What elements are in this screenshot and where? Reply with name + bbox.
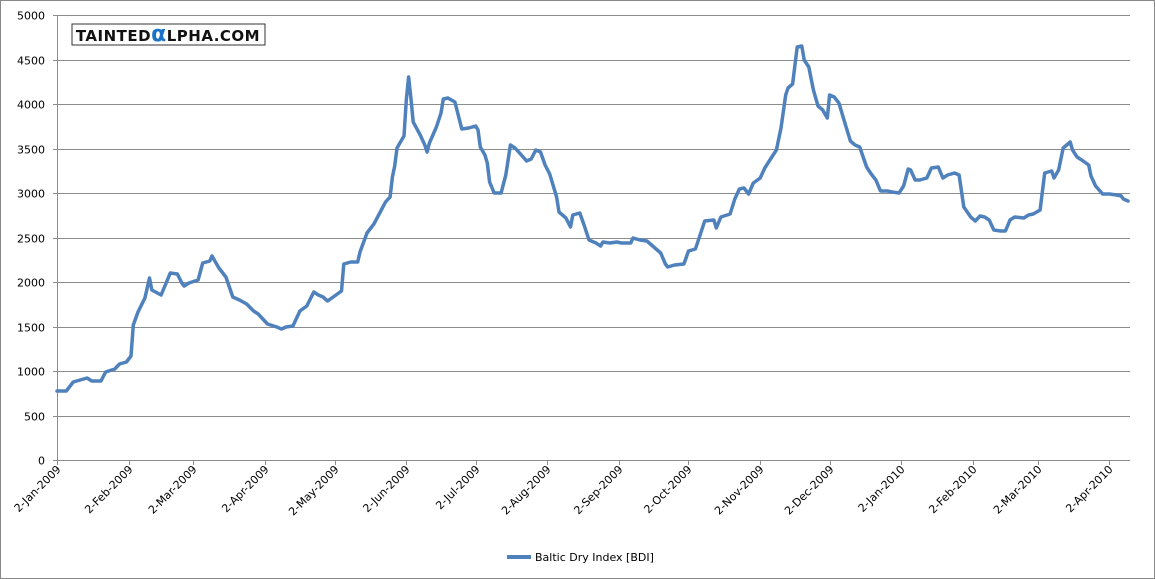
series-line-bdi [55, 44, 1130, 393]
y-tick-label: 2000 [17, 277, 45, 290]
x-tick-label: 2-Sep-2009 [571, 463, 625, 517]
x-tick-label: 2-Feb-2010 [926, 463, 979, 516]
x-tick-label: 2-Mar-2009 [146, 463, 200, 517]
y-tick-label: 500 [24, 411, 45, 424]
x-axis: 2-Jan-2009 2-Feb-2009 2-Mar-2009 2-Apr-2009… [12, 460, 1130, 518]
legend-label: Baltic Dry Index [BDI] [535, 551, 654, 564]
y-tick-label: 2500 [17, 233, 45, 246]
y-tick-label: 4000 [17, 99, 45, 112]
y-tick-label: 3500 [17, 144, 45, 157]
series-layer [55, 44, 1130, 393]
watermark-text-after: LPHA.COM [167, 27, 260, 45]
watermark: TAINTEDαLPHA.COM [71, 22, 266, 47]
x-tick-label: 2-Jun-2009 [360, 463, 412, 515]
gridlines [57, 15, 1130, 417]
legend: Baltic Dry Index [BDI] [507, 551, 654, 564]
x-tick-label: 2-Jul-2009 [433, 463, 482, 512]
x-tick-label: 2-Feb-2009 [82, 463, 135, 516]
x-tick-label: 2-Jan-2009 [12, 463, 64, 515]
y-tick-label: 5000 [17, 10, 45, 23]
y-tick-label: 1000 [17, 366, 45, 379]
x-tick-label: 2-Dec-2009 [782, 463, 837, 518]
x-tick-label: 2-Apr-2010 [1063, 463, 1115, 515]
x-tick-label: 2-Nov-2009 [712, 463, 767, 518]
watermark-alpha: α [151, 22, 167, 47]
x-tick-label: 2-Oct-2009 [641, 463, 694, 516]
y-tick-label: 4500 [17, 55, 45, 68]
y-tick-label: 3000 [17, 188, 45, 201]
x-tick-label: 2-Apr-2009 [219, 463, 271, 515]
x-tick-label: 2-Jan-2010 [856, 463, 908, 515]
y-tick-label: 0 [38, 455, 45, 468]
svg-text:TAINTEDαLPHA.COM: TAINTEDαLPHA.COM [76, 22, 260, 47]
x-tick-label: 2-May-2009 [286, 463, 341, 518]
x-tick-label: 2-Mar-2010 [991, 463, 1045, 517]
watermark-text-before: TAINTED [76, 27, 151, 45]
x-tick-label: 2-Aug-2009 [499, 463, 554, 518]
y-axis: 0 500 1000 1500 2000 2500 3000 3500 4000 4500 5000 [17, 10, 58, 468]
y-tick-label: 1500 [17, 322, 45, 335]
